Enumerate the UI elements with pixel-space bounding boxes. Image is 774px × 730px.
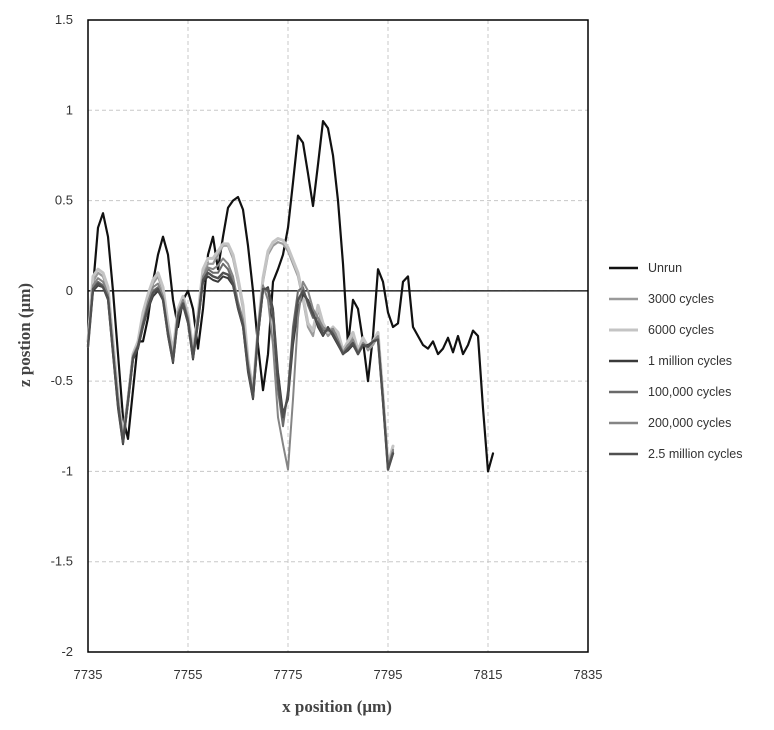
x-tick-labels: 7735 7755 7775 7795 7815 7835 <box>74 667 603 682</box>
y-tick-labels: 1.5 1 0.5 0 -0.5 -1 -1.5 -2 <box>51 12 73 659</box>
legend-label: 1 million cycles <box>648 354 732 368</box>
y-tick-label: -1 <box>61 463 73 478</box>
series-line-1 <box>86 120 495 473</box>
legend-label: 100,000 cycles <box>648 385 731 399</box>
x-tick-label: 7795 <box>374 667 403 682</box>
y-tick-label: -2 <box>61 644 73 659</box>
y-tick-label: -1.5 <box>51 554 73 569</box>
y-tick-label: -0.5 <box>51 373 73 388</box>
x-tick-label: 7755 <box>174 667 203 682</box>
y-tick-label: 1.5 <box>55 12 73 27</box>
x-tick-label: 7815 <box>474 667 503 682</box>
x-axis-title: x position (μm) <box>282 697 392 716</box>
y-tick-label: 0.5 <box>55 193 73 208</box>
y-axis-title: z postion (μm) <box>15 283 34 387</box>
legend-label: 6000 cycles <box>648 323 714 337</box>
legend: Unrun 3000 cycles 6000 cycles 1 million cyc… <box>609 261 742 461</box>
legend-label: Unrun <box>648 261 682 275</box>
series-lines <box>86 120 495 473</box>
legend-label: 3000 cycles <box>648 292 714 306</box>
x-tick-label: 7775 <box>274 667 303 682</box>
series-line-7 <box>86 271 395 471</box>
legend-label: 2.5 million cycles <box>648 447 742 461</box>
legend-label: 200,000 cycles <box>648 416 731 430</box>
y-tick-label: 0 <box>66 283 73 298</box>
x-tick-label: 7735 <box>74 667 103 682</box>
y-tick-label: 1 <box>66 102 73 117</box>
x-tick-label: 7835 <box>574 667 603 682</box>
